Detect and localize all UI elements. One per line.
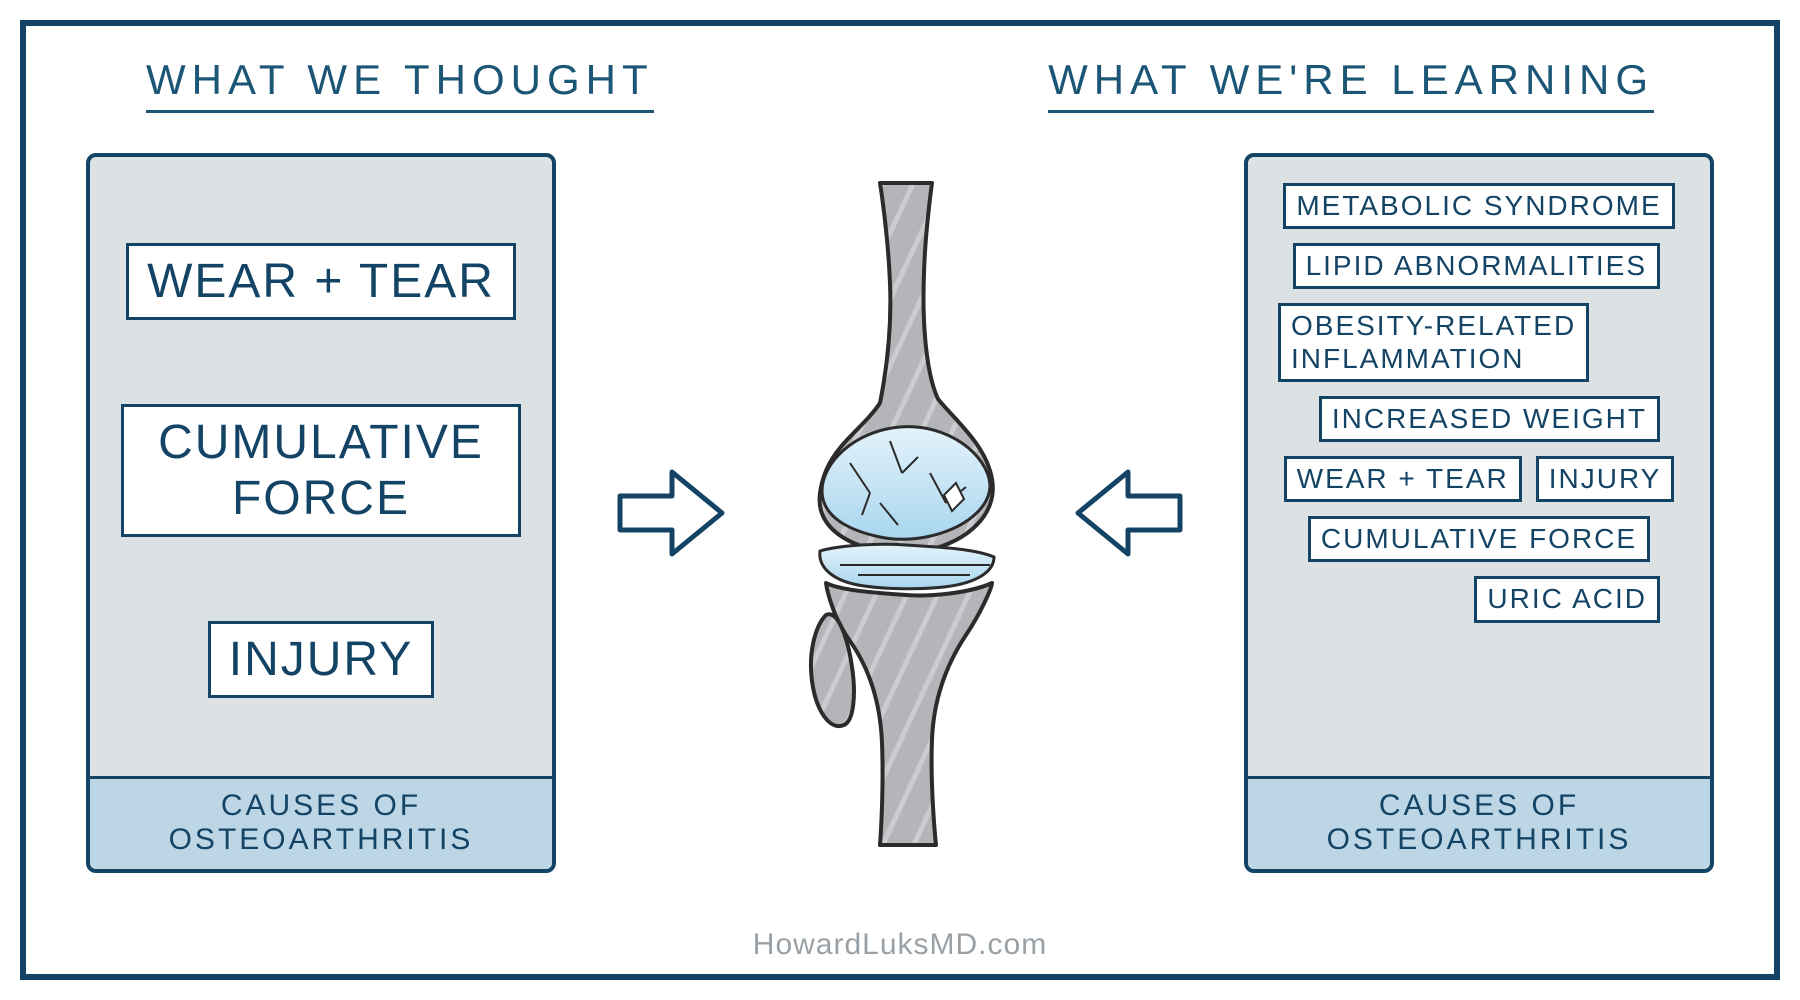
- center-illustration: [556, 153, 1244, 873]
- arrow-right-icon: [610, 458, 730, 568]
- right-item-row: WEAR + TEAR INJURY: [1284, 456, 1675, 502]
- left-item-wear-tear: WEAR + TEAR: [126, 243, 516, 320]
- left-panel: WEAR + TEAR CUMULATIVE FORCE INJURY CAUS…: [86, 153, 556, 873]
- attribution-text: HowardLuksMD.com: [26, 928, 1774, 962]
- left-item-injury: INJURY: [208, 621, 434, 698]
- right-item-lipid-abnormalities: LIPID ABNORMALITIES: [1293, 243, 1660, 289]
- right-item-uric-acid: URIC ACID: [1474, 576, 1660, 622]
- right-item-obesity-inflammation: OBESITY-RELATEDINFLAMMATION: [1278, 303, 1589, 381]
- left-panel-body: WEAR + TEAR CUMULATIVE FORCE INJURY: [110, 179, 532, 762]
- content-row: WEAR + TEAR CUMULATIVE FORCE INJURY CAUS…: [86, 153, 1714, 873]
- left-panel-footer: CAUSES OF OSTEOARTHRITIS: [90, 776, 552, 869]
- infographic-frame: WHAT WE THOUGHT WHAT WE'RE LEARNING WEAR…: [20, 20, 1780, 980]
- left-item-cumulative-force: CUMULATIVE FORCE: [121, 404, 522, 536]
- knee-joint-icon: [730, 173, 1070, 853]
- right-panel: METABOLIC SYNDROME LIPID ABNORMALITIES O…: [1244, 153, 1714, 873]
- heading-right: WHAT WE'RE LEARNING: [1048, 56, 1654, 113]
- right-item-wear-tear: WEAR + TEAR: [1284, 456, 1522, 502]
- arrow-left-icon: [1070, 458, 1190, 568]
- right-item-injury: INJURY: [1536, 456, 1675, 502]
- headings-row: WHAT WE THOUGHT WHAT WE'RE LEARNING: [86, 56, 1714, 113]
- heading-left: WHAT WE THOUGHT: [146, 56, 654, 113]
- right-item-increased-weight: INCREASED WEIGHT: [1319, 396, 1660, 442]
- right-panel-footer: CAUSES OF OSTEOARTHRITIS: [1248, 776, 1710, 869]
- right-panel-body: METABOLIC SYNDROME LIPID ABNORMALITIES O…: [1268, 179, 1690, 762]
- right-item-metabolic-syndrome: METABOLIC SYNDROME: [1283, 183, 1674, 229]
- right-item-cumulative-force: CUMULATIVE FORCE: [1308, 516, 1650, 562]
